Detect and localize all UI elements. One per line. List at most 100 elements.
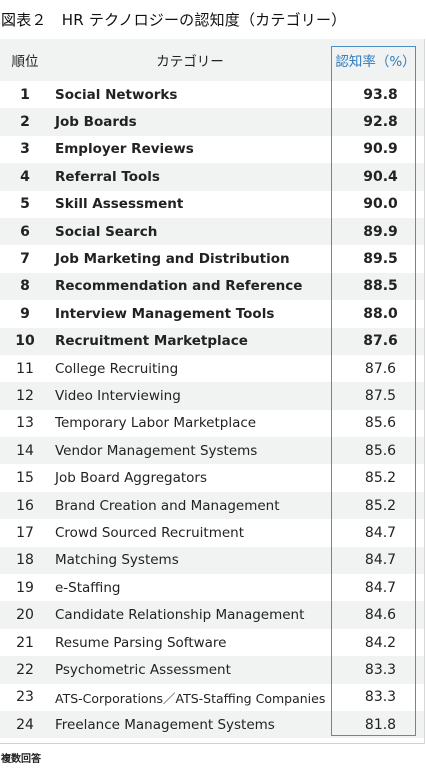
row-category-name: Resume Parsing Software (55, 634, 227, 651)
row-category-name: Interview Management Tools (55, 305, 275, 322)
table-row: 8 Recommendation and Reference 88.5 (0, 272, 425, 301)
row-category-name: Freelance Management Systems (55, 716, 275, 733)
row-category-name: Candidate Relationship Management (55, 607, 305, 624)
row-awareness-value: 90.9 (363, 141, 398, 158)
row-rank: 12 (16, 387, 34, 404)
row-rank: 17 (16, 524, 34, 541)
row-category-name: Employer Reviews (55, 141, 194, 158)
ranking-table: 順位 カテゴリー 認知率（%） 1 Social Networks 93.8 2 Job… (0, 39, 425, 739)
row-awareness-value: 87.5 (364, 387, 397, 404)
row-awareness-value: 84.7 (364, 552, 397, 569)
row-category-name: Job Board Aggregators (55, 470, 207, 487)
row-rank: 16 (16, 497, 34, 514)
table-row: 17 Crowd Sourced Recruitment 84.7 (0, 519, 425, 547)
row-awareness-value: 92.8 (363, 114, 398, 131)
row-awareness-value: 89.9 (363, 223, 398, 240)
table-row: 20 Candidate Relationship Management 84.6 (0, 601, 425, 629)
table-row: 5 Skill Assessment 90.0 (0, 190, 425, 218)
table-header: 順位 カテゴリー 認知率（%） (0, 39, 425, 81)
table-row: 16 Brand Creation and Management 85.2 (0, 491, 425, 520)
row-category-name: Social Networks (55, 86, 178, 103)
row-awareness-value: 85.2 (364, 470, 397, 487)
row-rank: 21 (16, 634, 34, 651)
table-row: 11 College Recruiting 87.6 (0, 354, 425, 383)
row-awareness-value: 93.8 (363, 86, 398, 103)
row-rank: 14 (16, 442, 34, 459)
header-value: 認知率（%） (335, 54, 416, 70)
table-row: 22 Psychometric Assessment 83.3 (0, 656, 425, 684)
row-awareness-value: 89.5 (363, 251, 398, 268)
row-category-name: Crowd Sourced Recruitment (55, 524, 245, 541)
row-rank: 19 (16, 579, 34, 596)
table-row: 21 Resume Parsing Software 84.2 (0, 628, 425, 657)
row-category-name: Job Boards (55, 114, 137, 131)
table-row: 6 Social Search 89.9 (0, 217, 425, 246)
row-category-name: e-Staffing (55, 579, 121, 596)
row-rank: 18 (16, 552, 34, 569)
row-rank: 9 (20, 305, 30, 322)
row-awareness-value: 90.0 (363, 196, 398, 213)
row-category-name: Recommendation and Reference (55, 278, 303, 295)
row-category-name: Matching Systems (55, 552, 179, 569)
row-category-name: ATS-Corporations／ATS-Staffing Companies (55, 690, 326, 706)
table-right-border (424, 39, 425, 744)
row-rank: 20 (16, 607, 34, 624)
row-rank: 23 (16, 689, 34, 706)
row-rank: 13 (16, 415, 34, 432)
table-row: 9 Interview Management Tools 88.0 (0, 300, 425, 328)
table-row: 24 Freelance Management Systems 81.8 (0, 710, 425, 739)
row-rank: 8 (20, 278, 30, 295)
table-row: 2 Job Boards 92.8 (0, 108, 425, 136)
row-awareness-value: 85.6 (364, 415, 397, 432)
row-awareness-value: 90.4 (363, 168, 398, 185)
row-rank: 3 (20, 141, 30, 158)
row-rank: 15 (16, 470, 34, 487)
table-row: 12 Video Interviewing 87.5 (0, 382, 425, 410)
row-awareness-value: 85.2 (364, 497, 397, 514)
row-awareness-value: 84.6 (364, 607, 397, 624)
row-rank: 22 (16, 661, 34, 678)
row-rank: 6 (20, 223, 30, 240)
row-category-name: Recruitment Marketplace (55, 333, 248, 350)
row-rank: 5 (20, 196, 30, 213)
row-rank: 1 (20, 86, 30, 103)
row-awareness-value: 87.6 (363, 333, 398, 350)
row-rank: 10 (15, 333, 35, 350)
table-row: 23 ATS-Corporations／ATS-Staffing Companie… (0, 683, 425, 711)
row-rank: 7 (20, 251, 30, 268)
table-bottom-border (0, 743, 425, 744)
row-awareness-value: 81.8 (364, 716, 397, 733)
row-awareness-value: 88.5 (363, 278, 398, 295)
header-category: カテゴリー (156, 54, 224, 70)
row-rank: 24 (16, 716, 34, 733)
header-rank: 順位 (11, 54, 39, 70)
row-category-name: Social Search (55, 223, 158, 240)
table-row: 1 Social Networks 93.8 (0, 81, 425, 109)
table-row: 10 Recruitment Marketplace 87.6 (0, 327, 425, 355)
row-awareness-value: 83.3 (364, 661, 397, 678)
row-rank: 4 (20, 168, 30, 185)
row-category-name: Job Marketing and Distribution (55, 251, 290, 268)
table-body: 1 Social Networks 93.8 2 Job Boards 92.8 3 Empl… (0, 81, 425, 739)
row-category-name: College Recruiting (55, 360, 179, 377)
row-awareness-value: 87.6 (364, 360, 397, 377)
row-category-name: Skill Assessment (55, 196, 184, 213)
table-row: 14 Vendor Management Systems 85.6 (0, 437, 425, 465)
table-row: 4 Referral Tools 90.4 (0, 163, 425, 191)
table-row: 19 e-Staffing 84.7 (0, 574, 425, 602)
table-row: 15 Job Board Aggregators 85.2 (0, 464, 425, 492)
row-rank: 11 (16, 360, 34, 377)
table-row: 3 Employer Reviews 90.9 (0, 135, 425, 164)
footnote: 複数回答 (1, 754, 41, 765)
row-category-name: Temporary Labor Marketplace (55, 415, 257, 432)
table-row: 13 Temporary Labor Marketplace 85.6 (0, 409, 425, 438)
row-category-name: Psychometric Assessment (55, 661, 231, 678)
row-category-name: Referral Tools (55, 168, 160, 185)
row-awareness-value: 83.3 (364, 689, 397, 706)
row-rank: 2 (20, 114, 30, 131)
row-awareness-value: 84.7 (364, 579, 397, 596)
row-category-name: Brand Creation and Management (55, 497, 280, 514)
row-category-name: Video Interviewing (55, 387, 181, 404)
row-awareness-value: 88.0 (363, 305, 398, 322)
figure-title: 図表２ HR テクノロジーの認知度（カテゴリー） (1, 11, 347, 29)
